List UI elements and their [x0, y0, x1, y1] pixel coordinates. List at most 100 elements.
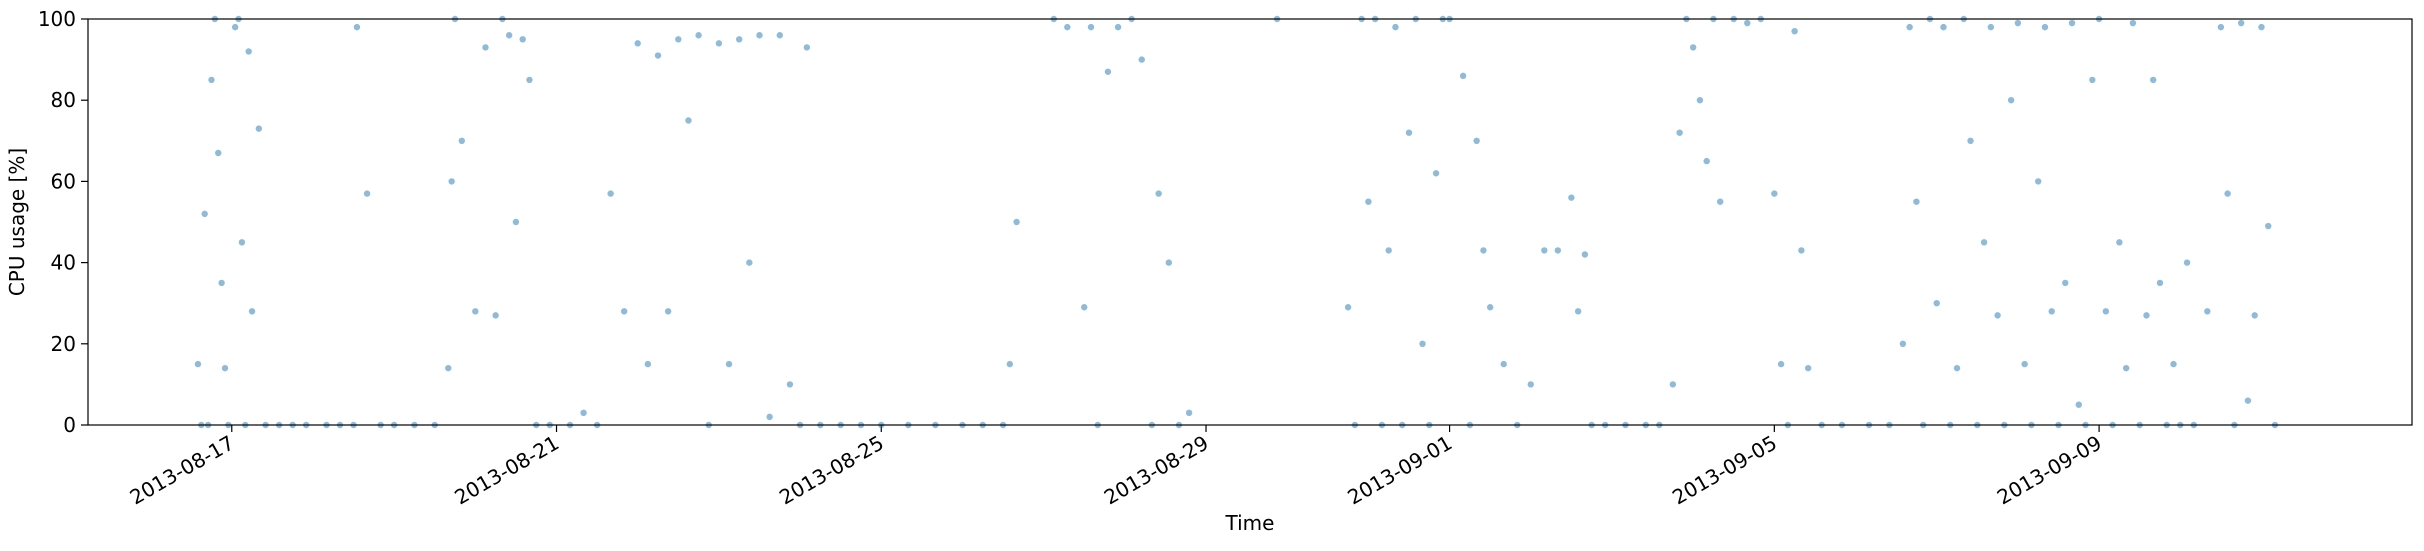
point [1486, 304, 1494, 311]
point [1798, 247, 1805, 254]
point [2014, 19, 2022, 27]
point [2021, 360, 2028, 368]
x-tick-label: 2013-08-25 [775, 431, 888, 510]
point [2150, 76, 2157, 84]
point [746, 259, 753, 266]
point [2156, 279, 2164, 287]
point [675, 36, 682, 43]
point [458, 137, 466, 144]
point [1703, 157, 1710, 165]
point [1541, 247, 1548, 254]
point [1987, 23, 1995, 31]
point [766, 413, 773, 421]
x-tick-label: 2013-08-21 [450, 431, 563, 510]
point [1064, 23, 1071, 31]
point [2143, 312, 2150, 319]
point [695, 32, 702, 39]
point [1676, 129, 1683, 136]
point [221, 364, 229, 372]
point [756, 32, 763, 39]
x-tick-label: 2013-08-17 [126, 431, 239, 510]
point [1933, 300, 1940, 307]
x-tick-label: 2013-09-01 [1343, 431, 1456, 510]
point [1804, 364, 1812, 372]
point [735, 36, 743, 43]
point [620, 308, 628, 315]
point [1980, 239, 1988, 246]
point [786, 381, 794, 388]
point [1777, 360, 1785, 368]
point [1500, 360, 1507, 368]
point [1006, 360, 1014, 368]
point [445, 364, 452, 372]
point [2041, 23, 2049, 31]
point [1967, 137, 1974, 144]
point [2244, 397, 2252, 404]
point [1405, 129, 1413, 136]
point [1087, 23, 1095, 31]
point [607, 190, 614, 197]
y-tick-label: 20 [51, 332, 76, 356]
y-tick-label: 0 [63, 413, 76, 437]
point [1344, 304, 1352, 311]
point [1459, 72, 1467, 80]
point [526, 76, 533, 84]
point [492, 312, 499, 319]
point [448, 178, 455, 185]
y-tick-label: 60 [51, 169, 76, 193]
point [685, 117, 692, 124]
point [664, 308, 672, 315]
point [1913, 198, 1920, 205]
point [1013, 218, 1020, 226]
point [2102, 308, 2110, 315]
point [1114, 23, 1122, 31]
point [363, 190, 371, 197]
point [2034, 178, 2042, 185]
point [1994, 312, 2001, 319]
point [2204, 308, 2211, 315]
point [2116, 239, 2123, 246]
point [2170, 360, 2177, 368]
point [1906, 23, 1913, 31]
point [1104, 68, 1112, 75]
plot-frame [87, 18, 2413, 426]
point [725, 360, 733, 368]
point [2048, 308, 2055, 315]
point [248, 308, 256, 315]
point [1419, 340, 1426, 347]
point [1081, 304, 1088, 311]
point [1940, 23, 1947, 31]
point [2265, 222, 2272, 230]
point [580, 409, 587, 417]
point [1717, 198, 1724, 205]
point [803, 44, 811, 51]
point [512, 218, 520, 226]
x-tick-label: 2013-09-05 [1668, 431, 1781, 510]
y-tick-label: 80 [51, 88, 76, 112]
point [2089, 76, 2096, 84]
point [2258, 23, 2265, 31]
point [1138, 56, 1145, 63]
point [353, 23, 361, 31]
x-tick-label: 2013-09-09 [1993, 431, 2106, 510]
point [1527, 381, 1534, 388]
point [1744, 19, 1751, 27]
y-tick-label: 40 [51, 251, 76, 275]
point [654, 52, 662, 59]
x-axis-label: Time [1225, 511, 1275, 535]
point [634, 40, 641, 47]
point [1568, 194, 1575, 201]
point [1581, 251, 1589, 258]
point [208, 76, 215, 84]
point [238, 239, 246, 246]
point [776, 32, 783, 39]
point [1392, 23, 1399, 31]
point [1899, 340, 1907, 347]
point [1365, 198, 1372, 205]
point [1155, 190, 1162, 197]
point [2224, 190, 2231, 197]
point [1165, 259, 1173, 266]
point [194, 360, 202, 368]
point [1771, 190, 1778, 197]
